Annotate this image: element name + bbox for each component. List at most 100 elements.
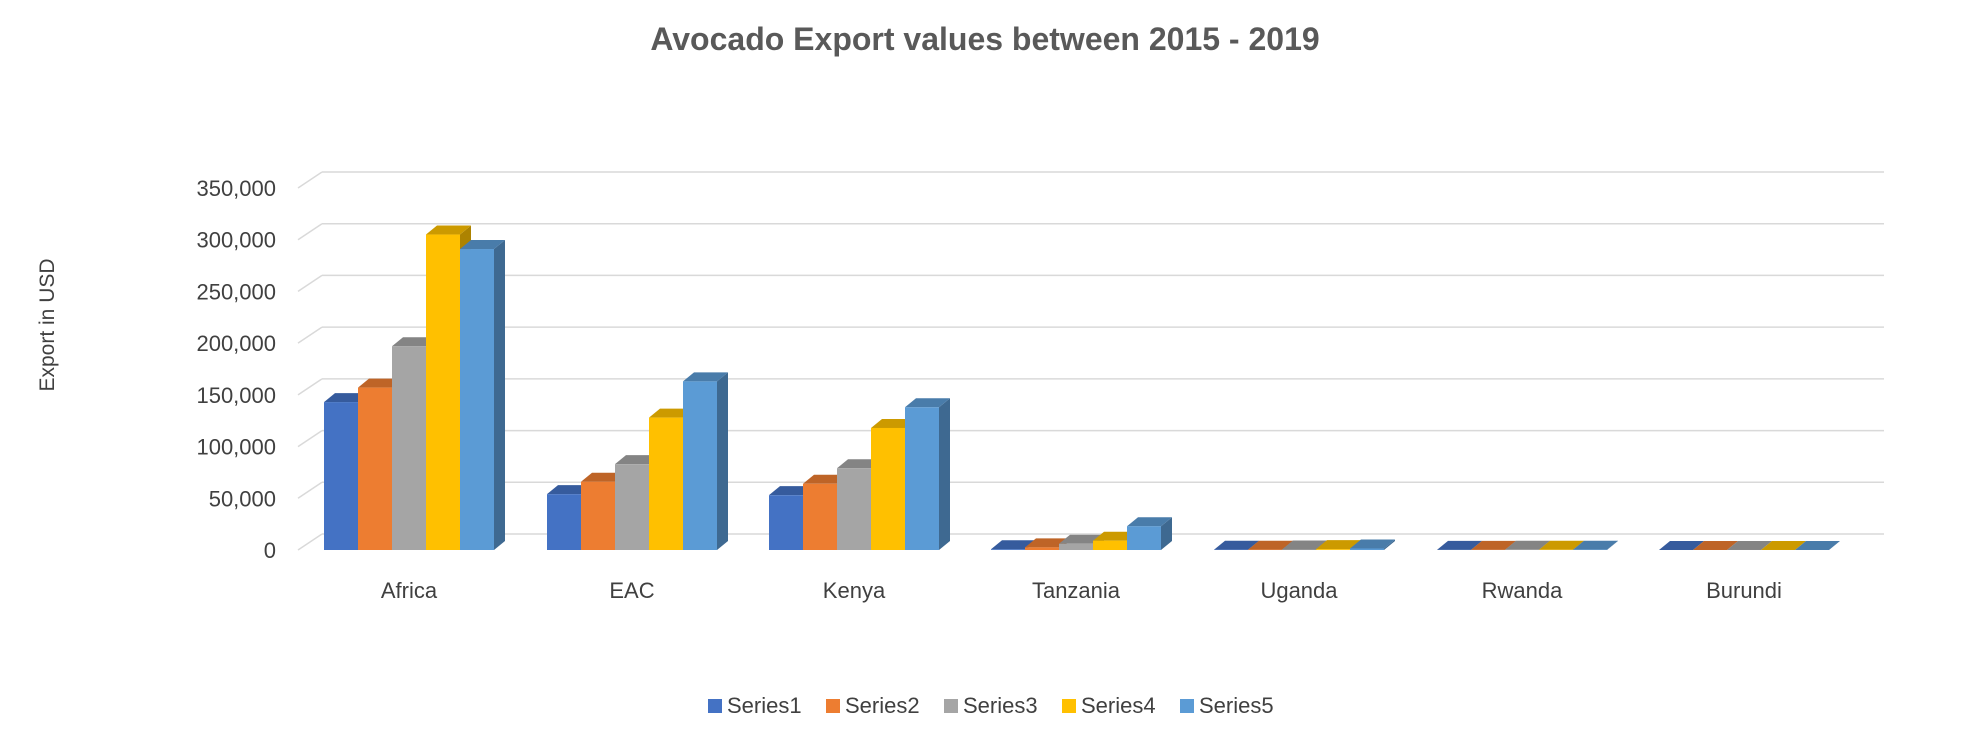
bar-front [991, 549, 1025, 550]
x-category-label: Uganda [1260, 578, 1338, 603]
bar-top [1316, 540, 1361, 550]
bar-front [460, 249, 494, 550]
bar-front [1025, 547, 1059, 550]
gridline-diag [297, 378, 323, 396]
y-tick-label: 50,000 [209, 486, 276, 511]
x-axis-categories: Africa EAC Kenya Tanzania Uganda Rwanda Burund… [381, 578, 1782, 603]
bar-top [1059, 534, 1104, 544]
bar-top [1693, 540, 1738, 550]
x-category-label: Kenya [823, 578, 886, 603]
y-tick-label: 200,000 [196, 331, 276, 356]
y-tick-label: 300,000 [196, 228, 276, 253]
bar-tanzania-series5 [1127, 517, 1172, 550]
bar-side [1161, 517, 1172, 550]
bar-front [769, 495, 803, 550]
bar-top [1471, 540, 1516, 550]
bar-top [905, 398, 950, 408]
legend-item-series4: Series4 [1062, 693, 1156, 718]
bars [324, 225, 1840, 551]
bar-top [1761, 540, 1806, 550]
bar-top [581, 472, 626, 482]
legend-label: Series3 [963, 693, 1038, 718]
bar-kenya-series5 [905, 398, 950, 550]
bar-top [871, 418, 916, 428]
chart-title: Avocado Export values between 2015 - 201… [650, 21, 1319, 57]
bar-front [615, 464, 649, 550]
legend-swatch [826, 699, 840, 713]
bar-top [426, 225, 471, 235]
gridline-diag [297, 171, 323, 189]
bar-front [547, 494, 581, 550]
bar-top [392, 337, 437, 347]
bar-top [460, 240, 505, 250]
bar-top [1025, 538, 1070, 548]
bar-eac-series5 [683, 372, 728, 550]
bar-front [649, 417, 683, 550]
bar-top [547, 485, 592, 495]
bar-front [1127, 526, 1161, 550]
bar-top [769, 486, 814, 496]
bar-top [1573, 540, 1618, 550]
bar-kenya-series3 [837, 459, 882, 550]
bar-front [837, 468, 871, 550]
gridline-diag [297, 274, 323, 293]
bar-top [1127, 517, 1172, 527]
legend-item-series5: Series5 [1180, 693, 1274, 718]
legend-label: Series2 [845, 693, 920, 718]
bar-top [1350, 539, 1395, 549]
legend-swatch [1062, 699, 1076, 713]
y-tick-label: 0 [264, 538, 276, 563]
bar-side [494, 240, 505, 550]
y-axis-ticks: 0 50,000 100,000 150,000 200,000 250,000 300,0… [196, 176, 276, 563]
bar-top [1659, 540, 1704, 550]
y-axis-label: Export in USD [36, 258, 59, 391]
gridline-diag [297, 223, 323, 241]
bar-side [1607, 540, 1618, 550]
legend-label: Series5 [1199, 693, 1274, 718]
gridline-diag [297, 481, 323, 499]
bar-side [1384, 539, 1395, 550]
bar-top [324, 393, 369, 403]
legend-label: Series4 [1081, 693, 1156, 718]
gridlines [297, 171, 1884, 551]
bar-front [1316, 549, 1350, 550]
bar-front [1282, 549, 1316, 550]
bar-side [717, 372, 728, 550]
bar-top [1437, 540, 1482, 550]
x-category-label: Rwanda [1482, 578, 1563, 603]
gridline-diag [297, 429, 323, 448]
legend-item-series1: Series1 [708, 693, 802, 718]
bar-top [1282, 540, 1327, 550]
x-category-label: Tanzania [1032, 578, 1121, 603]
bar-top [358, 378, 403, 388]
bar-top [1727, 540, 1772, 550]
bar-front [358, 387, 392, 550]
bar-front [324, 402, 358, 550]
gridline-diag [297, 326, 323, 344]
bar-front [426, 234, 460, 551]
bar-top [803, 474, 848, 484]
legend-swatch [944, 699, 958, 713]
bar-top [1795, 540, 1840, 550]
bar-top [1248, 540, 1293, 550]
bar-front [803, 483, 837, 550]
legend: Series1 Series2 Series3 Series4 Series5 [708, 693, 1274, 718]
bar-front [1093, 540, 1127, 550]
bar-front [683, 381, 717, 550]
bar-top [683, 372, 728, 382]
bar-top [649, 408, 694, 418]
bar-africa-series5 [460, 240, 505, 550]
x-category-label: EAC [609, 578, 654, 603]
x-category-label: Africa [381, 578, 438, 603]
legend-item-series2: Series2 [826, 693, 920, 718]
bar-front [1350, 548, 1384, 550]
bar-top [837, 459, 882, 469]
bar-front [581, 481, 615, 550]
bar-side [939, 398, 950, 550]
bar-top [615, 455, 660, 465]
y-tick-label: 250,000 [196, 279, 276, 304]
bar-top [1539, 540, 1584, 550]
legend-item-series3: Series3 [944, 693, 1038, 718]
bar-front [392, 346, 426, 550]
